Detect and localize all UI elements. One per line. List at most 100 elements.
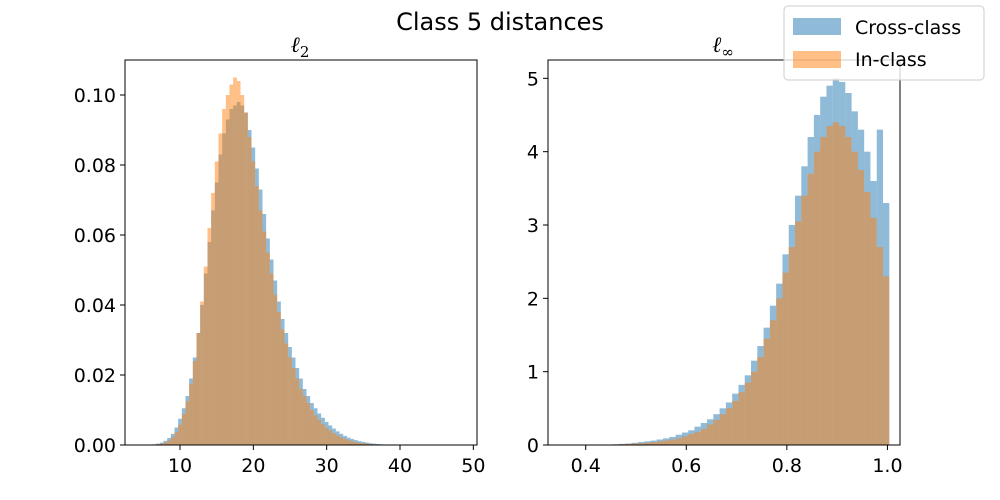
histogram-bar-in-class: [185, 401, 190, 445]
histogram-bar-in-class: [189, 383, 193, 445]
right-panel: ℓ∞ 0.4 0.6 0.8 1.0 0 1 2 3 4 5: [527, 33, 903, 477]
left-histogram-bars: [148, 77, 402, 445]
histogram-bar-in-class: [266, 252, 270, 445]
histogram-bar-in-class: [725, 408, 733, 445]
histogram-bar-in-class: [656, 441, 664, 445]
x-tick-label: 0.4: [571, 455, 601, 477]
histogram-bar-in-class: [839, 126, 846, 445]
histogram-bar-in-class: [317, 419, 322, 445]
histogram-bar-in-class: [346, 440, 351, 445]
histogram-bar-in-class: [807, 173, 814, 445]
histogram-bar-in-class: [782, 272, 789, 445]
histogram-bar-in-class: [211, 193, 215, 445]
histogram-bar-in-class: [669, 439, 676, 445]
histogram-bar-in-class: [321, 424, 325, 445]
histogram-bar-in-class: [295, 378, 300, 445]
right-axes-frame: [547, 59, 901, 446]
histogram-bar-in-class: [795, 221, 802, 445]
histogram-bar-in-class: [738, 392, 745, 445]
histogram-bar-in-class: [262, 231, 267, 445]
histogram-bar-in-class: [332, 433, 336, 445]
histogram-bar-in-class: [719, 414, 726, 445]
y-tick-label: 0.06: [74, 225, 116, 247]
histogram-bar-in-class: [357, 442, 362, 445]
x-tick-label: 0.8: [772, 455, 802, 477]
histogram-bar-in-class: [631, 443, 638, 445]
y-tick-label: 0.08: [74, 155, 116, 177]
histogram-bar-in-class: [700, 428, 708, 445]
histogram-bar-in-class: [291, 368, 296, 445]
histogram-bar-in-class: [688, 434, 695, 445]
histogram-bar-in-class: [365, 443, 369, 445]
histogram-bar-in-class: [310, 410, 314, 445]
histogram-bar-in-class: [769, 320, 777, 445]
y-tick-label: 2: [527, 288, 539, 310]
histogram-bar-in-class: [236, 81, 241, 445]
histogram-bar-in-class: [826, 126, 833, 445]
histogram-bar-in-class: [163, 442, 168, 445]
histogram-bar-in-class: [225, 95, 230, 445]
histogram-bar-in-class: [233, 77, 237, 445]
x-tick-label: 50: [461, 455, 485, 477]
legend-swatch-cross-class: [793, 18, 841, 35]
histogram-bar-in-class: [663, 440, 670, 445]
right-histogram-bars: [612, 78, 890, 446]
y-tick-label: 0.02: [74, 365, 116, 387]
left-y-axis: 0.00 0.02 0.04 0.06 0.08 0.10: [74, 85, 125, 457]
histogram-bar-in-class: [214, 161, 219, 445]
histogram-bar-in-class: [313, 415, 318, 445]
histogram-bar-in-class: [851, 151, 858, 445]
y-tick-label: 4: [527, 142, 539, 164]
histogram-bar-in-class: [288, 357, 292, 445]
right-x-axis: 0.4 0.6 0.8 1.0: [571, 445, 903, 477]
x-tick-label: 30: [315, 455, 339, 477]
y-tick-label: 5: [527, 68, 539, 90]
histogram-bar-in-class: [776, 298, 783, 445]
histogram-bar-in-class: [644, 442, 651, 445]
histogram-bar-in-class: [845, 137, 852, 445]
histogram-bar-in-class: [732, 401, 739, 445]
histogram-bar-in-class: [637, 443, 645, 445]
histogram-bar-in-class: [229, 84, 234, 445]
x-tick-label: 20: [241, 455, 265, 477]
legend-label-cross-class: Cross-class: [855, 17, 961, 39]
histogram-bar-in-class: [328, 430, 333, 445]
histogram-bar-in-class: [178, 424, 182, 445]
y-tick-label: 0.00: [74, 435, 116, 457]
histogram-bar-in-class: [361, 443, 366, 445]
histogram-bar-in-class: [832, 122, 840, 445]
y-tick-label: 3: [527, 215, 539, 237]
histogram-bar-in-class: [200, 301, 204, 445]
histogram-bar-in-class: [368, 443, 373, 445]
histogram-bar-in-class: [196, 333, 201, 445]
histogram-bar-in-class: [681, 436, 689, 445]
histogram-bar-in-class: [813, 151, 821, 445]
histogram-bar-in-class: [350, 441, 355, 445]
histogram-bar-in-class: [251, 161, 256, 445]
y-tick-label: 0.04: [74, 295, 116, 317]
histogram-bar-in-class: [694, 431, 701, 445]
histogram-bar-in-class: [207, 228, 212, 445]
figure-title: Class 5 distances: [396, 8, 604, 36]
histogram-bar-in-class: [788, 247, 796, 445]
histogram-bar-in-class: [625, 443, 632, 445]
left-panel-title: ℓ2: [291, 33, 310, 61]
histogram-bar-in-class: [883, 276, 890, 445]
histogram-bar-in-class: [713, 420, 720, 445]
histogram-bar-in-class: [218, 133, 223, 445]
histogram-bar-in-class: [203, 266, 208, 445]
histogram-bar-in-class: [675, 438, 682, 445]
histogram-bar-in-class: [273, 294, 278, 445]
histogram-bar-in-class: [306, 403, 311, 445]
x-tick-label: 0.6: [671, 455, 701, 477]
histogram-bar-in-class: [820, 137, 827, 445]
histogram-bar-in-class: [744, 382, 752, 445]
histogram-bar-in-class: [174, 432, 179, 445]
left-x-axis: 10 20 30 40 50: [168, 445, 485, 477]
histogram-bar-in-class: [302, 396, 307, 445]
histogram-bar-in-class: [751, 371, 758, 445]
histogram-bar-in-class: [192, 361, 197, 445]
histogram-bar-in-class: [870, 217, 877, 445]
histogram-bar-in-class: [335, 435, 340, 445]
x-tick-label: 40: [388, 455, 412, 477]
